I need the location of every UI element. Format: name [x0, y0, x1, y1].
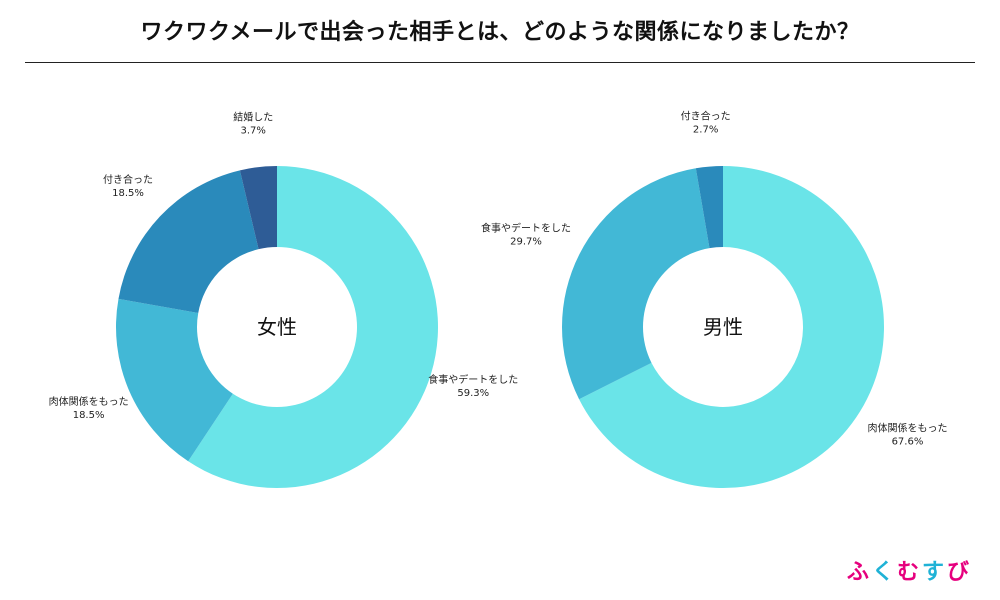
donut-slice: [188, 166, 439, 488]
brand-char: く: [871, 560, 897, 585]
slice-value-label: 3.7%: [241, 125, 266, 136]
brand-char: び: [946, 560, 972, 585]
slice-category-label: 付き合った: [103, 173, 153, 186]
donut-center-label: 女性: [257, 315, 297, 339]
slice-category-label: 肉体関係をもった: [49, 395, 129, 408]
slice-value-label: 59.3%: [457, 388, 489, 399]
slice-category-label: 付き合った: [681, 110, 731, 123]
donut-center-label: 男性: [703, 315, 743, 339]
slice-label: 食事やデートをした 59.3%: [428, 373, 518, 399]
title-divider: [25, 62, 975, 63]
slice-category-label: 食事やデートをした: [428, 373, 518, 386]
slice-value-label: 18.5%: [112, 188, 144, 199]
brand-char: む: [896, 560, 922, 585]
slice-label: 付き合った 18.5%: [103, 173, 153, 199]
slice-label: 肉体関係をもった 67.6%: [867, 422, 947, 448]
slice-label: 付き合った 2.7%: [681, 110, 731, 136]
donut-slice: [118, 170, 259, 313]
slice-category-label: 肉体関係をもった: [867, 422, 947, 435]
slice-label: 肉体関係をもった 18.5%: [49, 395, 129, 421]
chart-title: ワクワクメールで出会った相手とは、どのような関係になりましたか？: [140, 20, 860, 45]
slice-category-label: 食事やデートをした: [481, 222, 571, 235]
brand-char: ふ: [846, 560, 872, 585]
slice-value-label: 18.5%: [73, 410, 105, 421]
donut-slice: [695, 166, 723, 249]
slice-value-label: 2.7%: [693, 125, 718, 136]
brand-logo: ふくむすび: [847, 554, 972, 586]
slice-label: 結婚した 3.7%: [233, 110, 273, 136]
slice-value-label: 29.7%: [510, 237, 542, 248]
donut-slice: [579, 166, 885, 488]
slice-label: 食事やデートをした 29.7%: [481, 222, 571, 248]
donut-slice: [115, 298, 233, 462]
donut-slice: [239, 166, 277, 250]
donut-slice: [562, 168, 710, 400]
slice-value-label: 67.6%: [892, 437, 924, 448]
slice-category-label: 結婚した: [233, 110, 273, 123]
brand-char: す: [921, 560, 947, 585]
